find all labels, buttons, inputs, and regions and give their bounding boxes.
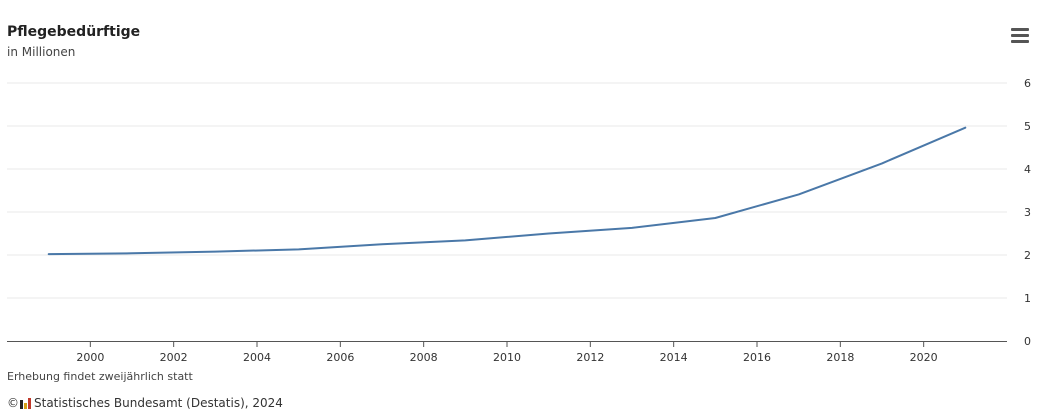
data-point[interactable] (295, 245, 303, 253)
x-tick-label: 2006 (326, 351, 354, 364)
chart-title: Pflegebedürftige (7, 24, 141, 40)
data-point[interactable] (628, 224, 636, 232)
grid-lines (7, 82, 1007, 299)
y-tick-label: 3 (1024, 206, 1031, 219)
x-tick-label: 2016 (743, 351, 771, 364)
data-point[interactable] (545, 230, 553, 238)
credits[interactable]: © Statistisches Bundesamt (Destatis), 20… (7, 396, 283, 410)
x-tick-label: 2008 (410, 351, 438, 364)
y-tick-label: 1 (1024, 292, 1031, 305)
x-axis-ticks: 2000 2002 2004 2006 2008 2010 2012 2014 2016 2018… (76, 341, 938, 364)
y-tick-label: 0 (1024, 335, 1031, 348)
x-tick-label: 2020 (910, 351, 938, 364)
data-point[interactable] (45, 250, 53, 258)
copyright-symbol: © (7, 396, 19, 410)
y-axis: 0 1 2 3 4 5 6 (1024, 77, 1031, 348)
x-tick-label: 2010 (493, 351, 521, 364)
x-tick-label: 2018 (826, 351, 854, 364)
y-tick-label: 5 (1024, 120, 1031, 133)
chart-subtitle: in Millionen (7, 45, 76, 59)
data-point[interactable] (795, 190, 803, 198)
series-layer (45, 124, 969, 258)
x-tick-label: 2002 (160, 351, 188, 364)
data-point[interactable] (128, 249, 136, 257)
y-tick-label: 2 (1024, 249, 1031, 262)
hamburger-menu-icon[interactable] (1011, 28, 1029, 44)
credits-text: Statistisches Bundesamt (Destatis), 2024 (34, 396, 283, 410)
data-point[interactable] (461, 236, 469, 244)
data-point[interactable] (378, 240, 386, 248)
destatis-logo-icon (20, 397, 31, 409)
footnote: Erhebung findet zweijährlich statt (7, 370, 193, 383)
x-tick-label: 2004 (243, 351, 271, 364)
x-tick-label: 2012 (576, 351, 604, 364)
y-tick-label: 6 (1024, 77, 1031, 90)
x-tick-label: 2000 (76, 351, 104, 364)
data-point[interactable] (961, 124, 969, 132)
data-point[interactable] (711, 214, 719, 222)
y-tick-label: 4 (1024, 163, 1031, 176)
x-tick-label: 2014 (660, 351, 688, 364)
data-point[interactable] (878, 159, 886, 167)
data-point[interactable] (211, 248, 219, 256)
series-line-0[interactable] (47, 126, 967, 256)
